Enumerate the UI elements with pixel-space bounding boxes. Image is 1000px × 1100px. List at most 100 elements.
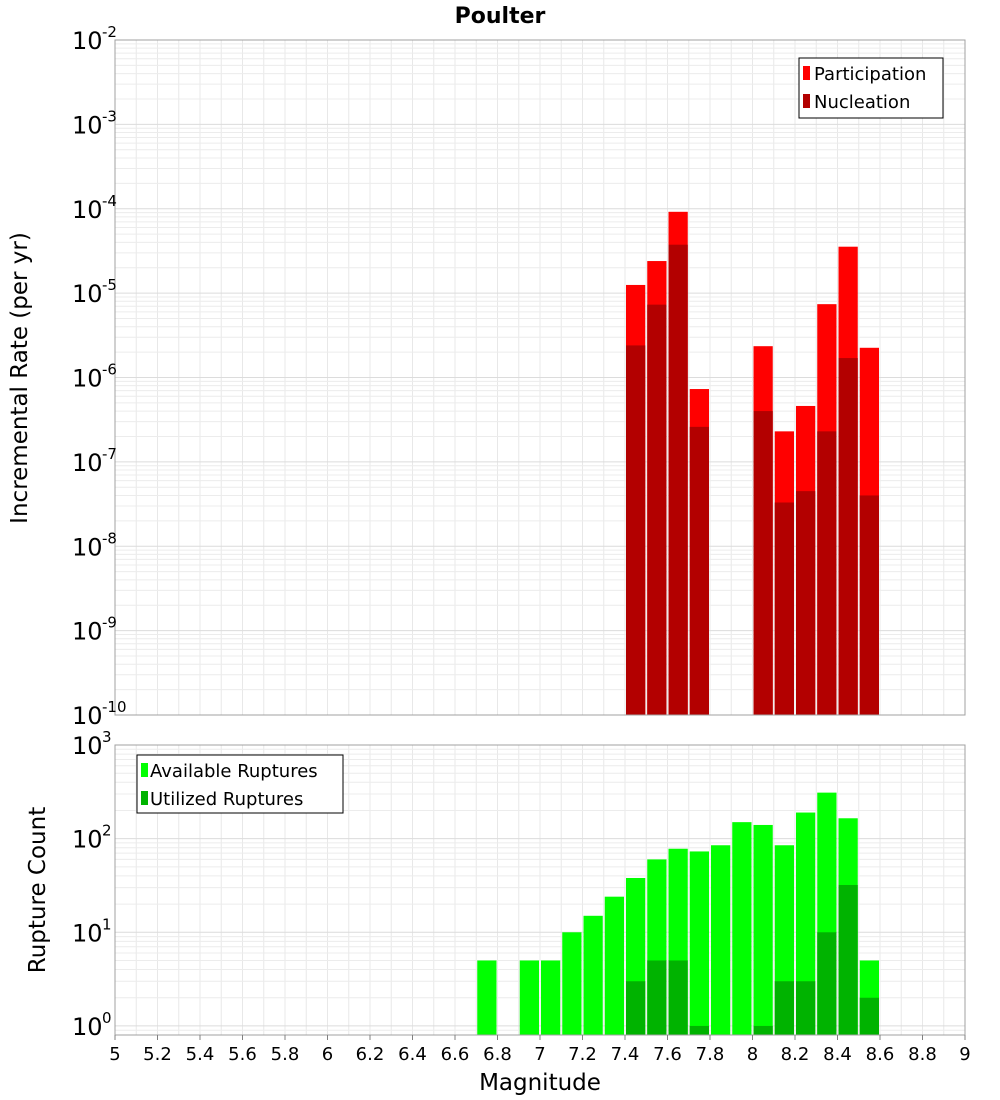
x-tick-label: 5.8 (271, 1044, 300, 1065)
count-y-tick-label: 10 (72, 1013, 103, 1041)
bar-utilized-ruptures (838, 884, 858, 1035)
bar-available-ruptures (732, 822, 752, 1035)
x-tick-label: 7 (534, 1044, 545, 1065)
bar-utilized-ruptures (668, 960, 688, 1035)
x-tick-label: 7.6 (653, 1044, 682, 1065)
bar-available-ruptures (541, 960, 561, 1035)
x-tick-label: 6.6 (441, 1044, 470, 1065)
bar-available-ruptures (604, 896, 624, 1035)
rate-y-tick-exponent: -3 (102, 107, 117, 125)
x-tick-label: 9 (959, 1044, 970, 1065)
chart-title: Poulter (455, 4, 546, 29)
bar-nucleation (774, 502, 794, 715)
bar-available-ruptures (711, 845, 731, 1035)
rate-y-tick-exponent: -6 (102, 361, 117, 379)
legend-swatch-participation (803, 66, 810, 80)
rate-y-tick-label: 10 (72, 280, 103, 308)
bar-available-ruptures (583, 915, 603, 1035)
x-tick-label: 5.2 (143, 1044, 172, 1065)
legend-label-nucleation: Nucleation (814, 92, 910, 113)
rate-plot-border (114, 39, 966, 716)
rate-y-axis-title: Incremental Rate (per yr) (7, 232, 33, 524)
bar-utilized-ruptures (753, 1025, 773, 1035)
rate-y-tick-label: 10 (72, 618, 103, 646)
x-axis-title: Magnitude (479, 1070, 601, 1096)
x-tick-label: 7.4 (611, 1044, 640, 1065)
bar-utilized-ruptures (689, 1025, 709, 1035)
bar-available-ruptures (519, 960, 539, 1035)
x-tick-label: 6 (322, 1044, 333, 1065)
rate-bars (626, 211, 879, 716)
x-tick-label: 7.2 (568, 1044, 597, 1065)
rate-y-tick-exponent: -8 (102, 529, 117, 547)
x-tick-label: 8.4 (823, 1044, 852, 1065)
x-tick-label: 8.6 (866, 1044, 895, 1065)
bar-utilized-ruptures (796, 981, 816, 1035)
count-y-tick-label: 10 (72, 826, 103, 854)
rate-y-tick-label: 10 (72, 196, 103, 224)
bar-available-ruptures (562, 932, 582, 1035)
rate-legend: Participation Nucleation (798, 57, 944, 119)
bar-nucleation (796, 491, 816, 715)
x-tick-label: 5.6 (228, 1044, 257, 1065)
bar-nucleation (626, 345, 646, 715)
rate-y-tick-label: 10 (72, 533, 103, 561)
bar-utilized-ruptures (647, 960, 667, 1035)
x-tick-label: 7.8 (696, 1044, 725, 1065)
bar-utilized-ruptures (626, 981, 646, 1035)
x-tick-label: 6.2 (356, 1044, 385, 1065)
bar-nucleation (668, 244, 688, 716)
legend-label-available: Available Ruptures (150, 761, 318, 782)
legend-label-participation: Participation (814, 64, 926, 85)
rate-legend-box (798, 57, 944, 119)
x-tick-label: 6.8 (483, 1044, 512, 1065)
rate-y-tick-label: 10 (72, 449, 103, 477)
count-legend: Available Ruptures Utilized Ruptures (136, 754, 344, 814)
x-tick-label: 8.2 (781, 1044, 810, 1065)
rate-y-tick-label: 10 (72, 702, 103, 730)
count-y-axis-title: Rupture Count (25, 807, 51, 973)
x-tick-label: 5.4 (186, 1044, 215, 1065)
rate-y-tick-exponent: -5 (102, 276, 117, 294)
count-y-tick-exponent: 0 (102, 1009, 112, 1027)
x-ticks: 5 5.2 5.4 5.6 5.8 6 6.2 6.4 6.6 6.8 7 7.2 7.4 7.6 7.8 8… (109, 1035, 971, 1065)
bar-utilized-ruptures (774, 981, 794, 1035)
legend-swatch-utilized (141, 791, 148, 805)
legend-label-utilized: Utilized Ruptures (150, 789, 303, 810)
bar-available-ruptures (753, 824, 773, 1035)
rate-grid (114, 39, 966, 716)
rate-y-tick-label: 10 (72, 27, 103, 55)
count-y-tick-exponent: 1 (102, 915, 112, 933)
count-y-tick-exponent: 3 (102, 728, 112, 746)
bar-nucleation (689, 426, 709, 715)
bar-nucleation (838, 358, 858, 715)
rate-y-tick-label: 10 (72, 111, 103, 139)
count-y-tick-label: 10 (72, 919, 103, 947)
count-legend-box (136, 754, 344, 814)
bar-utilized-ruptures (859, 997, 879, 1035)
legend-swatch-nucleation (803, 94, 810, 108)
rate-y-tick-label: 10 (72, 365, 103, 393)
bar-available-ruptures (477, 960, 497, 1035)
bar-nucleation (753, 411, 773, 715)
x-tick-label: 6.4 (398, 1044, 427, 1065)
bar-available-ruptures (796, 812, 816, 1035)
bar-nucleation (817, 431, 837, 715)
bar-nucleation (859, 495, 879, 715)
x-tick-label: 5 (109, 1044, 120, 1065)
bar-available-ruptures (689, 851, 709, 1035)
rate-y-tick-exponent: -9 (102, 614, 117, 632)
bar-utilized-ruptures (817, 932, 837, 1035)
legend-swatch-available (141, 763, 148, 777)
count-y-tick-exponent: 2 (102, 822, 112, 840)
bar-nucleation (647, 304, 667, 715)
rate-y-tick-exponent: -4 (102, 192, 117, 210)
rate-y-tick-exponent: -7 (102, 445, 117, 463)
count-bars (477, 792, 879, 1035)
x-tick-label: 8 (747, 1044, 758, 1065)
